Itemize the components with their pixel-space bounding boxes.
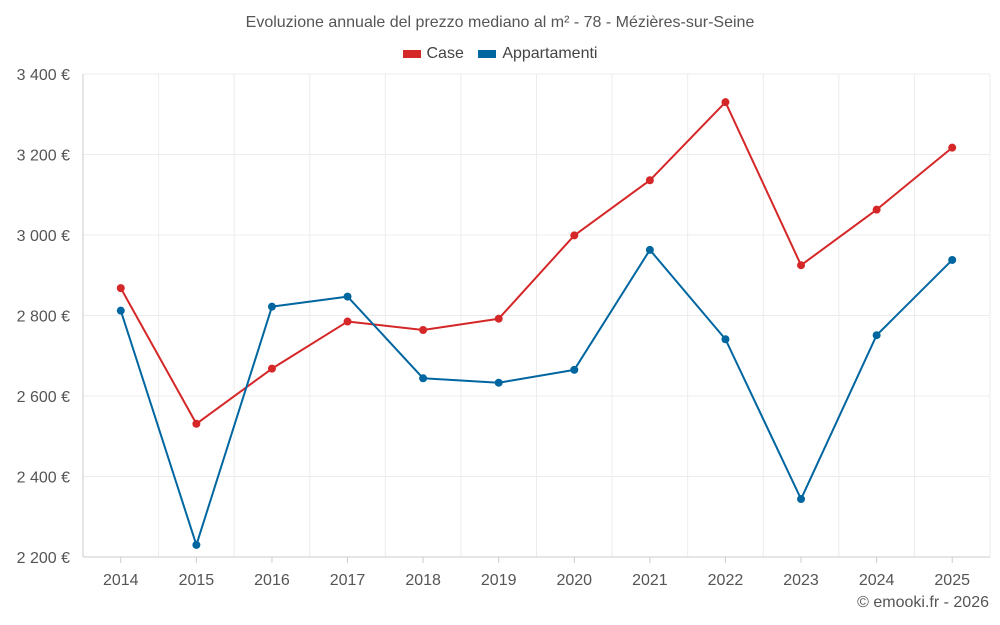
legend-swatch-appartamenti (478, 50, 497, 58)
y-tick-label: 2 600 € (17, 389, 70, 406)
legend-swatch-case (402, 50, 421, 58)
x-tick-label: 2014 (103, 572, 139, 589)
data-point-appartamenti-2023 (797, 495, 806, 504)
legend: Case Appartamenti (0, 45, 1000, 63)
x-tick-label: 2023 (783, 572, 819, 589)
data-point-case-2024 (872, 205, 881, 214)
data-point-appartamenti-2017 (343, 292, 352, 301)
x-tick-label: 2017 (330, 572, 366, 589)
y-tick-label: 3 400 € (17, 67, 70, 84)
series-line-case (119, 101, 953, 425)
y-tick-label: 3 200 € (17, 148, 70, 165)
legend-label-case: Case (426, 45, 464, 62)
data-point-case-2022 (721, 98, 730, 107)
data-point-appartamenti-2021 (645, 245, 654, 254)
data-point-appartamenti-2018 (419, 374, 428, 383)
data-point-case-2018 (419, 325, 428, 334)
x-tick-label: 2019 (481, 572, 517, 589)
data-point-case-2015 (192, 419, 201, 428)
data-point-case-2019 (494, 314, 503, 323)
data-point-case-2017 (343, 317, 352, 326)
data-point-case-2016 (267, 364, 276, 373)
data-point-appartamenti-2024 (872, 331, 881, 340)
copyright-text: © emooki.fr - 2026 (857, 594, 989, 611)
data-point-case-2020 (570, 231, 579, 240)
data-point-case-2021 (645, 176, 654, 185)
data-point-appartamenti-2019 (494, 378, 503, 387)
chart-title: Evoluzione annuale del prezzo mediano al… (245, 14, 755, 31)
legend-label-appartamenti: Appartamenti (502, 45, 598, 62)
x-tick-label: 2025 (934, 572, 970, 589)
legend-item-case[interactable]: Case (402, 45, 464, 63)
x-tick-label: 2016 (254, 572, 290, 589)
y-tick-label: 2 800 € (17, 309, 70, 326)
x-tick-label: 2015 (179, 572, 215, 589)
x-tick-label: 2022 (708, 572, 744, 589)
x-tick-label: 2024 (859, 572, 895, 589)
data-point-case-2014 (116, 284, 125, 293)
data-point-case-2023 (797, 261, 806, 270)
y-tick-label: 3 000 € (17, 228, 70, 245)
data-point-appartamenti-2020 (570, 365, 579, 374)
x-tick-label: 2018 (405, 572, 441, 589)
data-point-appartamenti-2016 (267, 302, 276, 311)
data-point-appartamenti-2025 (948, 255, 957, 264)
data-point-case-2025 (948, 143, 957, 152)
data-point-appartamenti-2022 (721, 335, 730, 344)
data-point-appartamenti-2015 (192, 540, 201, 549)
y-tick-label: 2 400 € (17, 470, 70, 487)
legend-item-appartamenti[interactable]: Appartamenti (478, 45, 597, 63)
data-point-appartamenti-2014 (116, 306, 125, 315)
y-tick-label: 2 200 € (17, 550, 70, 567)
x-tick-label: 2021 (632, 572, 668, 589)
x-tick-label: 2020 (556, 572, 592, 589)
series-line-appartamenti (119, 248, 953, 546)
